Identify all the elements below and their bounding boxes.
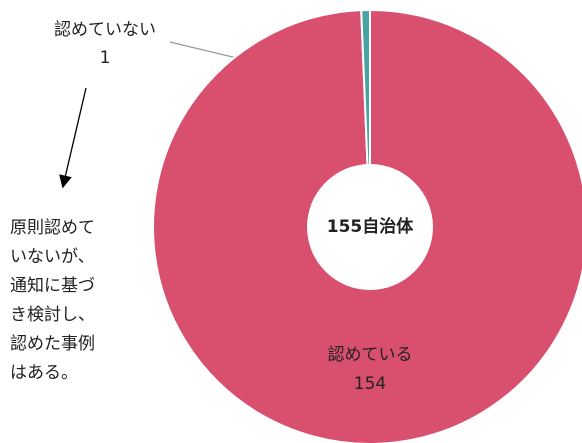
annotation: 通知に基づ [10, 276, 95, 296]
annotation: 原則認めて [10, 218, 95, 238]
annotation: き検討し、 [10, 305, 95, 325]
arrow [59, 87, 87, 189]
donut-hole [307, 164, 433, 290]
annotation: はある。 [10, 363, 78, 383]
category-label: 認めている [328, 345, 413, 365]
category-label: 認めていない [54, 20, 156, 40]
value-label: 154 [354, 374, 386, 394]
annotation: 認めた事例 [10, 334, 95, 354]
annotation: いないが、 [10, 247, 95, 267]
value-label: 1 [100, 48, 111, 68]
center-label: 155自治体 [327, 216, 414, 237]
